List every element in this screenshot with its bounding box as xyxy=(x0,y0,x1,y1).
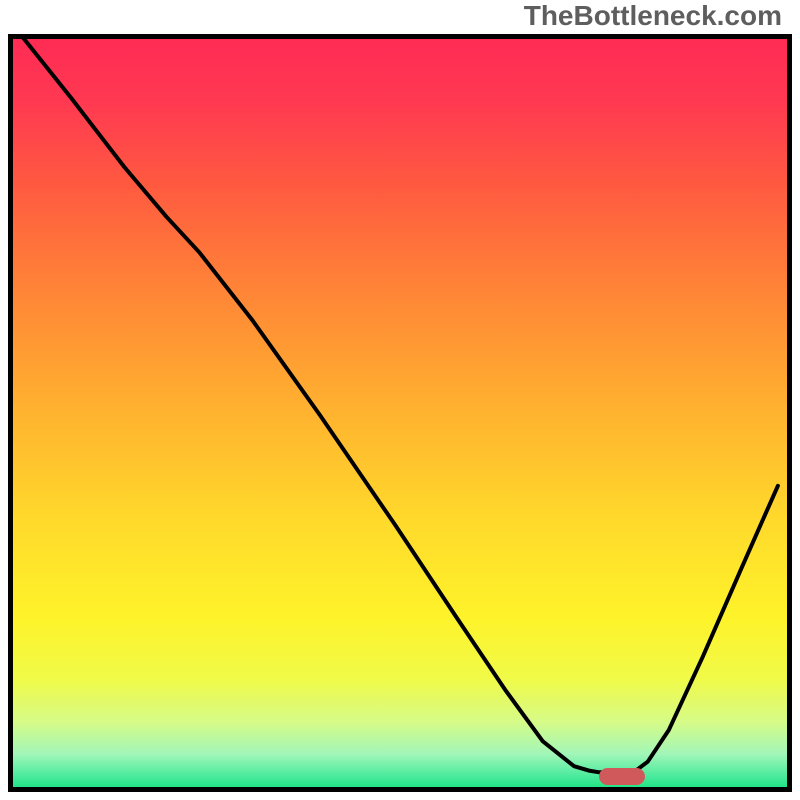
plot-border-right xyxy=(787,34,792,792)
bottleneck-curve xyxy=(8,34,792,792)
plot-border-left xyxy=(8,34,13,792)
watermark-text: TheBottleneck.com xyxy=(524,0,782,32)
plot-border-bottom xyxy=(8,787,792,792)
optimum-marker xyxy=(599,768,645,785)
plot-border-top xyxy=(8,34,792,39)
chart-plot-area xyxy=(8,34,792,792)
